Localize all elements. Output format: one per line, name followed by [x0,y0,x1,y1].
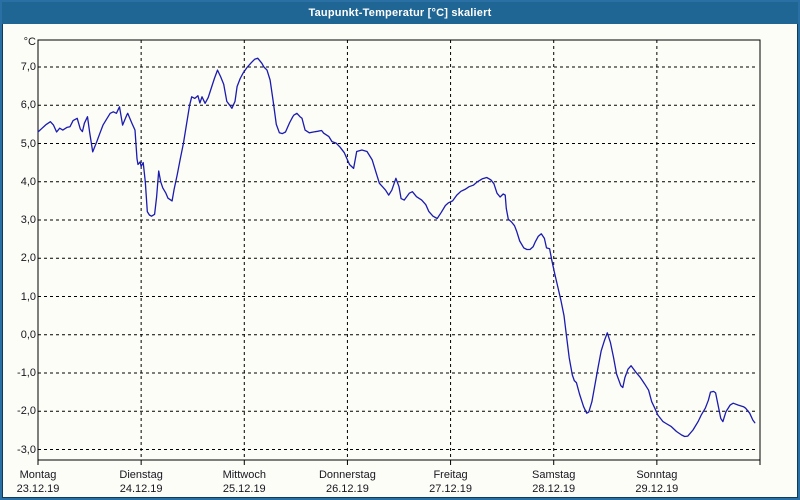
y-tick-label: 6,0 [20,99,36,112]
date-label: 28.12.19 [532,483,576,495]
y-tick-label: 3,0 [20,214,36,226]
weekday-label: Samstag [531,469,576,481]
y-tick-label: -3,0 [17,443,36,456]
dew-point-series [37,57,756,438]
weekday-label: Montag [19,469,57,481]
y-tick-label: 7,0 [20,61,36,73]
y-tick-label: 0,0 [20,328,36,341]
x-tick-label: Montag 23.12.19 [2,468,86,496]
y-tick-label: 4,0 [20,175,36,188]
x-tick-label: Freitag 27.12.19 [403,468,499,496]
weekday-label: Dienstag [119,469,163,481]
y-tick-label: -2,0 [17,405,36,418]
date-label: 23.12.19 [16,483,60,495]
y-tick-label: 2,0 [20,252,36,265]
y-tick-label: -1,0 [17,367,36,379]
y-axis-unit-label: °C [23,36,36,48]
x-tick-label: Dienstag 24.12.19 [93,468,189,496]
x-tick-label: Sonntag 29.12.19 [609,468,705,496]
weekday-label: Mittwoch [222,469,266,481]
weekday-label: Donnerstag [318,469,376,481]
window-title: Taupunkt-Temperatur [°C] skaliert [308,7,492,19]
weekday-label: Sonntag [636,469,678,481]
x-tick-label: Donnerstag 26.12.19 [299,468,395,496]
date-label: 26.12.19 [326,483,369,495]
y-tick-label: 1,0 [20,290,36,303]
date-label: 29.12.19 [635,483,679,495]
date-label: 25.12.19 [222,483,266,495]
weekday-label: Freitag [433,469,468,481]
plot-border [37,39,761,461]
y-tick-label: 5,0 [20,137,36,150]
dew-point-line-chart [37,39,761,465]
x-tick-label: Mittwoch 25.12.19 [196,468,292,496]
window-titlebar: Taupunkt-Temperatur [°C] skaliert [2,2,798,24]
x-tick-label: Samstag 28.12.19 [506,468,602,496]
date-label: 24.12.19 [119,483,163,495]
date-label: 27.12.19 [429,483,472,495]
